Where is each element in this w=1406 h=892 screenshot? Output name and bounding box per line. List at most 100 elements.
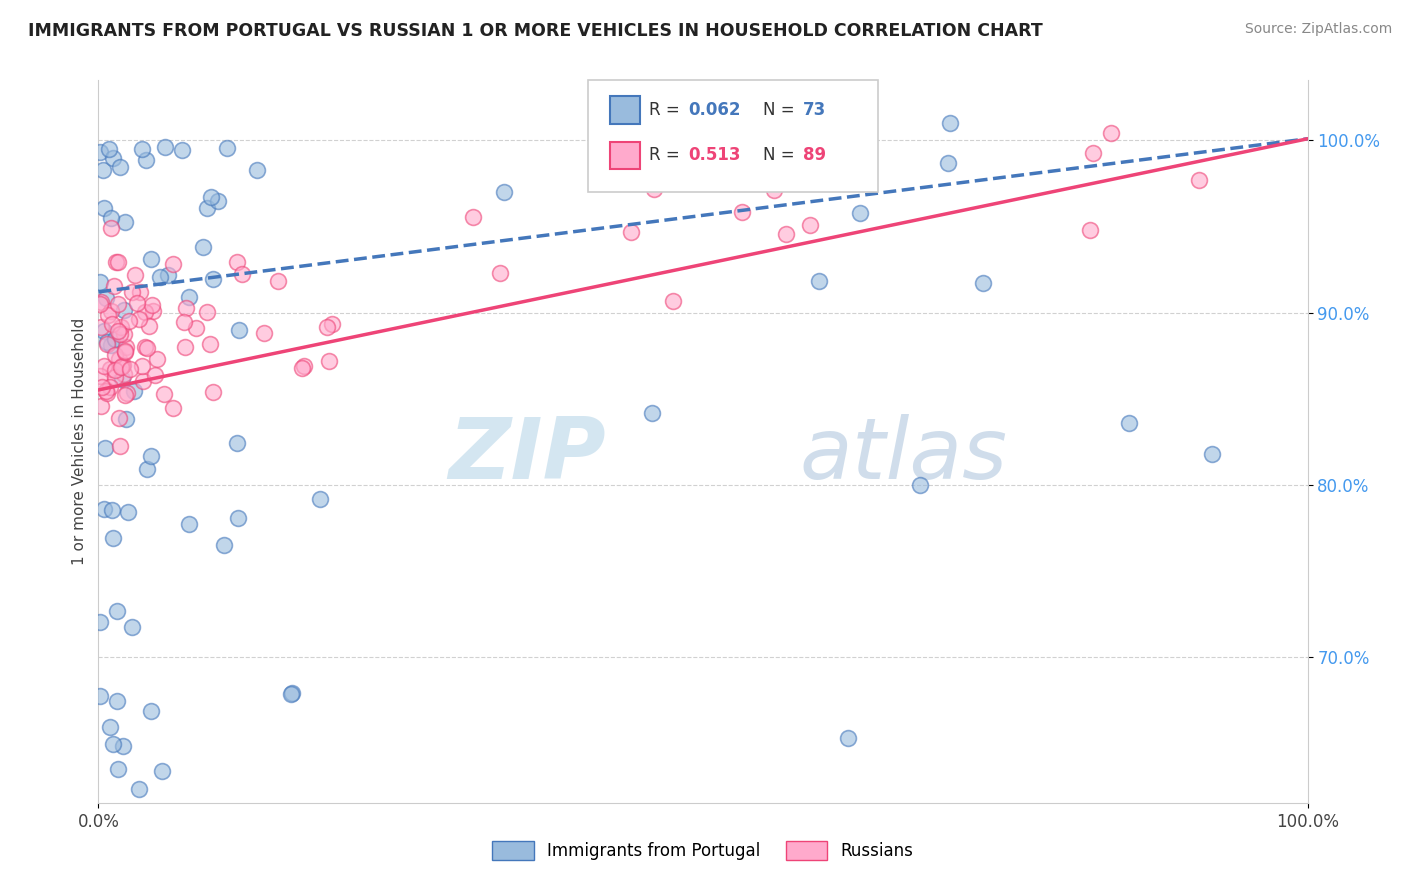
Point bbox=[98, 361, 121, 376]
Point bbox=[792, 167, 814, 181]
Point bbox=[127, 296, 149, 310]
Point bbox=[834, 157, 856, 171]
Point bbox=[173, 315, 195, 329]
Point bbox=[98, 142, 121, 156]
Point bbox=[149, 269, 172, 284]
Point bbox=[103, 151, 125, 165]
Point bbox=[1081, 146, 1104, 161]
Point bbox=[128, 782, 150, 797]
Point bbox=[96, 337, 118, 351]
Point bbox=[91, 162, 114, 177]
Point bbox=[799, 219, 821, 233]
Point bbox=[153, 140, 176, 154]
Point bbox=[110, 439, 132, 453]
Point bbox=[117, 385, 139, 400]
Point bbox=[121, 620, 143, 634]
Text: Source: ZipAtlas.com: Source: ZipAtlas.com bbox=[1244, 22, 1392, 37]
FancyBboxPatch shape bbox=[610, 96, 640, 124]
Point bbox=[620, 225, 643, 239]
Point bbox=[195, 201, 218, 215]
Point bbox=[225, 254, 247, 268]
Point bbox=[1078, 222, 1101, 236]
Point bbox=[1187, 173, 1209, 187]
Point bbox=[134, 305, 156, 319]
Point bbox=[94, 291, 117, 305]
Point bbox=[104, 370, 127, 384]
Point bbox=[131, 142, 153, 156]
Point bbox=[308, 491, 330, 506]
Point bbox=[121, 285, 143, 299]
Point bbox=[179, 290, 201, 304]
Point bbox=[762, 182, 785, 196]
Point bbox=[105, 604, 128, 618]
Point bbox=[908, 477, 931, 491]
Point bbox=[316, 319, 339, 334]
Point bbox=[201, 385, 224, 400]
Point bbox=[115, 340, 138, 354]
Point bbox=[104, 363, 127, 377]
Point bbox=[321, 317, 343, 331]
Point bbox=[90, 319, 112, 334]
Point bbox=[201, 271, 224, 285]
Point bbox=[93, 359, 115, 373]
Point bbox=[200, 189, 222, 203]
Point bbox=[93, 201, 115, 215]
FancyBboxPatch shape bbox=[610, 142, 640, 169]
Point bbox=[124, 268, 146, 282]
Point bbox=[226, 436, 249, 450]
Point bbox=[111, 359, 134, 373]
Point bbox=[112, 368, 135, 382]
Point bbox=[1099, 126, 1122, 140]
Point bbox=[141, 298, 163, 312]
Point bbox=[122, 384, 145, 398]
Point bbox=[89, 145, 111, 159]
Text: N =: N = bbox=[763, 101, 800, 119]
Point bbox=[93, 325, 115, 339]
Point bbox=[128, 285, 150, 299]
Point bbox=[89, 690, 111, 704]
Point bbox=[111, 358, 134, 372]
Point bbox=[98, 720, 121, 734]
Point bbox=[117, 504, 139, 518]
Point bbox=[101, 737, 124, 751]
Point bbox=[114, 215, 136, 229]
Point bbox=[228, 510, 250, 524]
Point bbox=[114, 343, 136, 358]
Point bbox=[153, 387, 176, 401]
Point bbox=[141, 450, 163, 464]
Point bbox=[96, 335, 118, 350]
Point bbox=[825, 154, 848, 169]
Point bbox=[89, 615, 111, 629]
Point bbox=[641, 406, 664, 420]
Point bbox=[849, 206, 872, 220]
Point bbox=[128, 312, 150, 326]
Point bbox=[134, 340, 156, 354]
Point bbox=[156, 268, 179, 283]
Point bbox=[291, 360, 314, 375]
Point bbox=[214, 538, 236, 552]
Point bbox=[131, 359, 153, 373]
Point bbox=[837, 731, 859, 745]
Text: 73: 73 bbox=[803, 101, 827, 119]
Point bbox=[104, 332, 127, 346]
Point bbox=[661, 293, 683, 308]
Text: ZIP: ZIP bbox=[449, 415, 606, 498]
Point bbox=[245, 163, 267, 178]
Point bbox=[107, 410, 129, 425]
Text: 0.513: 0.513 bbox=[689, 146, 741, 164]
Text: R =: R = bbox=[648, 146, 685, 164]
Point bbox=[200, 337, 222, 351]
Point bbox=[461, 210, 484, 224]
Text: N =: N = bbox=[763, 146, 800, 164]
Point bbox=[142, 304, 165, 318]
Point bbox=[115, 412, 138, 426]
Point bbox=[174, 340, 197, 354]
Point bbox=[110, 372, 132, 386]
Text: 0.062: 0.062 bbox=[689, 101, 741, 119]
Point bbox=[97, 309, 120, 323]
Point bbox=[132, 374, 155, 388]
Point bbox=[179, 517, 201, 532]
Point bbox=[90, 379, 112, 393]
Point bbox=[98, 380, 121, 394]
Point bbox=[146, 351, 169, 366]
